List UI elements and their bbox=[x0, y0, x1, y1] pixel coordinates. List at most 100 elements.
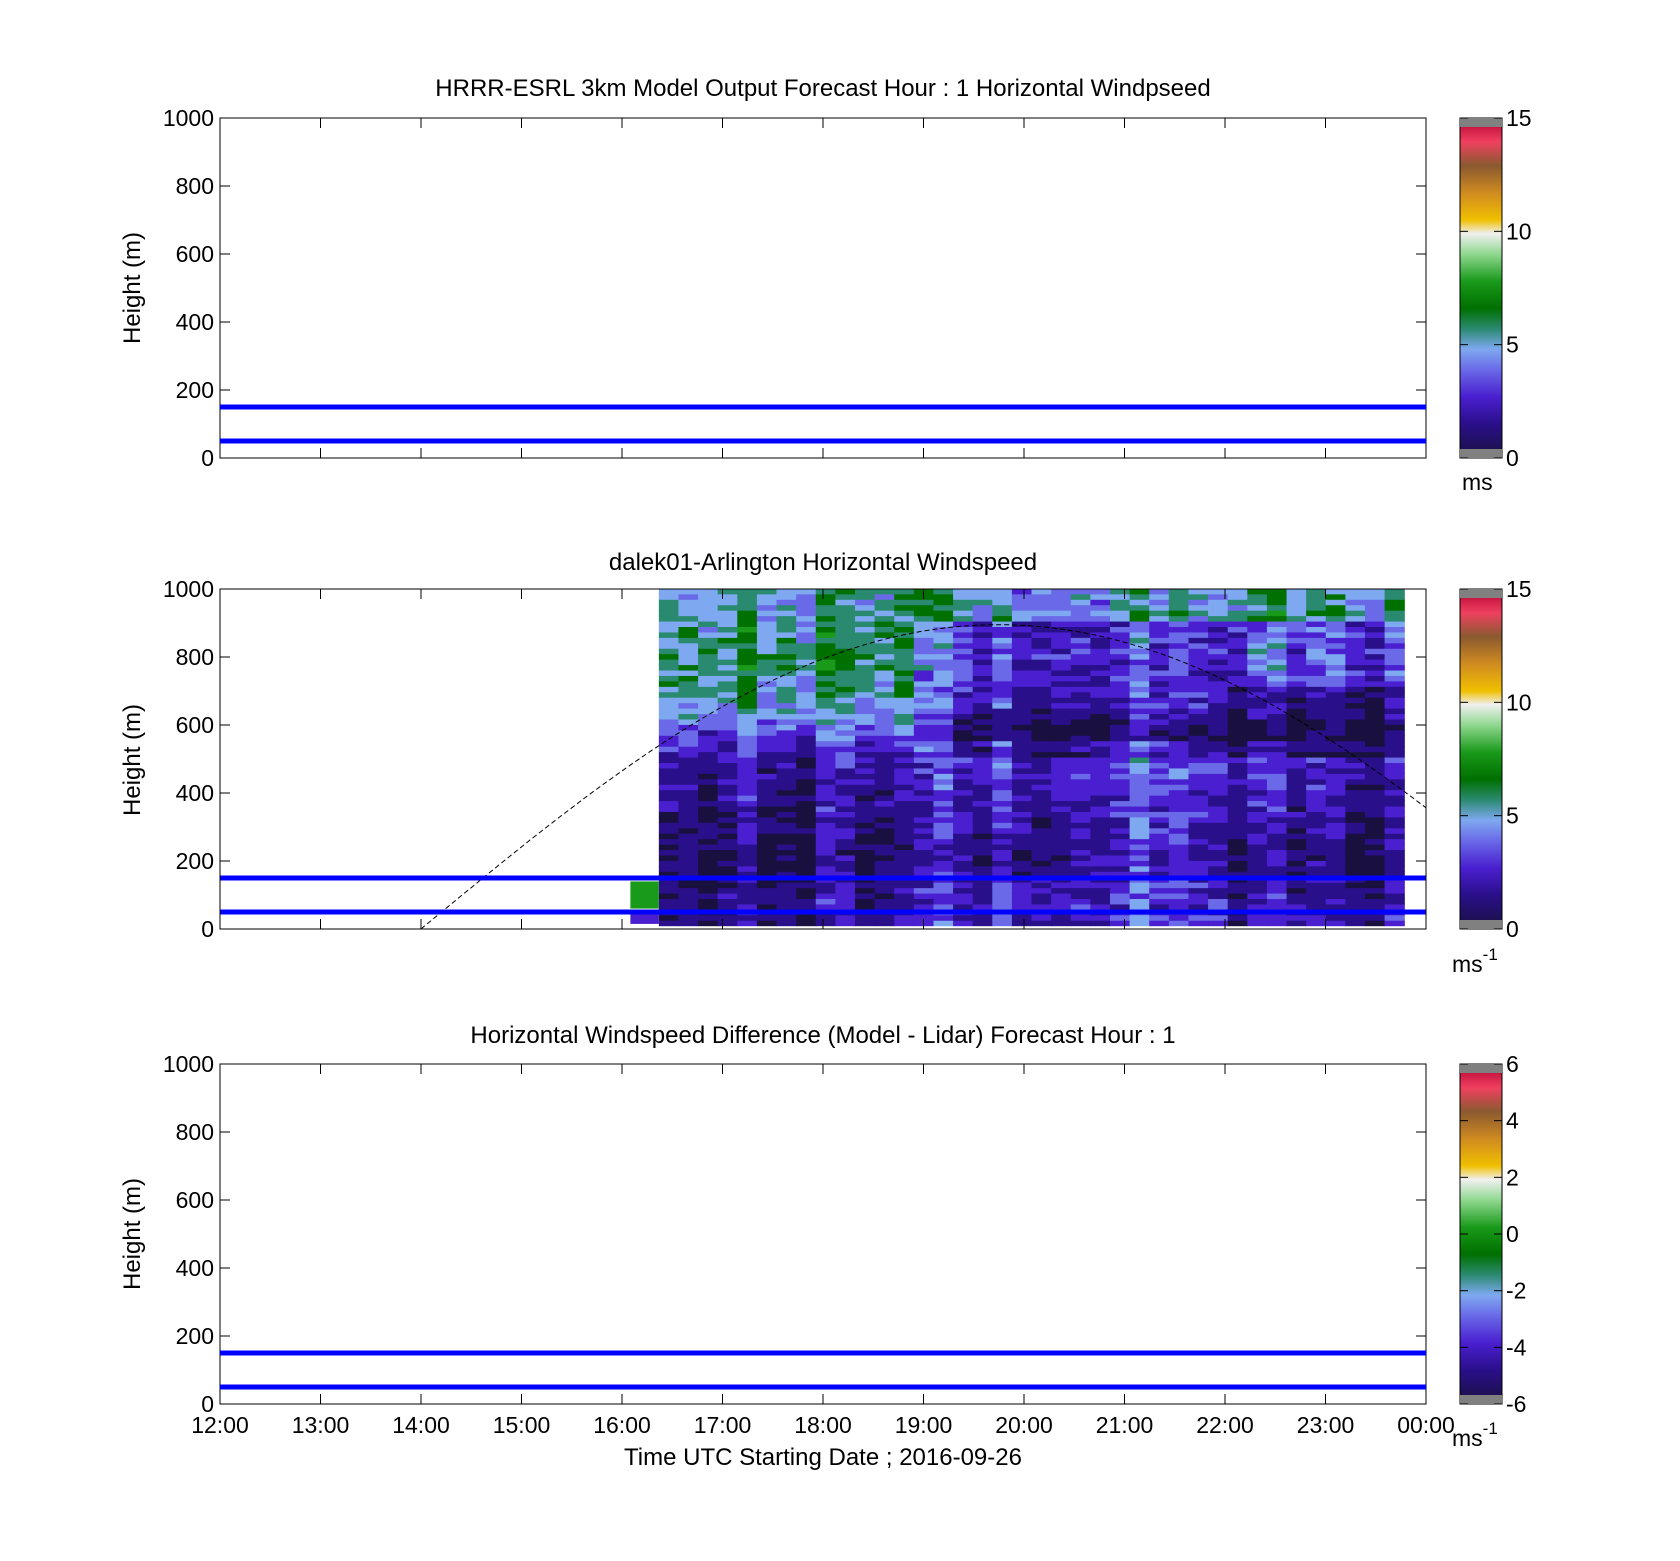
heatmap-cell bbox=[776, 751, 797, 758]
heatmap-cell bbox=[1364, 740, 1386, 747]
heatmap-cell bbox=[1208, 653, 1229, 660]
heatmap-cell bbox=[1364, 784, 1386, 791]
heatmap-cell bbox=[1208, 724, 1229, 731]
heatmap-cell bbox=[1364, 708, 1386, 715]
heatmap-cell bbox=[698, 708, 719, 715]
heatmap-cell bbox=[992, 637, 1013, 644]
heatmap-cell bbox=[756, 708, 778, 715]
heatmap-cell bbox=[1266, 773, 1288, 780]
heatmap-cell bbox=[1090, 702, 1111, 709]
heatmap-cell bbox=[953, 637, 974, 644]
heatmap-cell bbox=[1149, 593, 1170, 600]
heatmap-cell bbox=[678, 822, 699, 829]
heatmap-cell bbox=[874, 914, 895, 921]
heatmap-cell bbox=[1227, 708, 1248, 715]
heatmap-cell bbox=[913, 849, 935, 856]
heatmap-cell bbox=[1090, 914, 1111, 921]
heatmap-cell bbox=[717, 740, 738, 747]
heatmap-cell bbox=[1188, 746, 1209, 753]
heatmap-cell bbox=[1345, 659, 1366, 666]
heatmap-cell bbox=[1031, 697, 1052, 704]
heatmap-cell bbox=[678, 637, 699, 644]
heatmap-cell bbox=[835, 892, 856, 899]
heatmap-cell bbox=[1208, 838, 1229, 845]
heatmap-cell bbox=[717, 795, 738, 802]
heatmap-cell bbox=[855, 631, 876, 638]
heatmap-cell bbox=[1051, 756, 1072, 763]
heatmap-cell bbox=[737, 914, 758, 921]
heatmap-cell bbox=[1051, 914, 1072, 921]
heatmap-cell bbox=[933, 620, 954, 627]
heatmap-cell bbox=[1208, 778, 1229, 785]
heatmap-cell bbox=[776, 822, 797, 829]
heatmap-cell bbox=[1345, 789, 1366, 796]
x-tick-label: 16:00 bbox=[593, 1412, 651, 1438]
x-tick-label: 19:00 bbox=[895, 1412, 953, 1438]
heatmap-cell bbox=[835, 789, 856, 796]
heatmap-cell bbox=[1090, 680, 1111, 687]
heatmap-cell bbox=[815, 664, 836, 671]
heatmap-cell bbox=[717, 669, 738, 676]
heatmap-cell bbox=[894, 784, 915, 791]
heatmap-cell bbox=[1129, 659, 1150, 666]
heatmap-cell bbox=[1227, 746, 1248, 753]
heatmap-cell bbox=[1208, 708, 1229, 715]
heatmap-cell bbox=[1227, 860, 1248, 867]
y-tick-label: 1000 bbox=[163, 105, 214, 131]
heatmap-cell bbox=[678, 713, 699, 720]
heatmap-cell bbox=[1325, 620, 1346, 627]
heatmap-cell bbox=[1149, 849, 1170, 856]
heatmap-cell bbox=[796, 610, 817, 617]
heatmap-cell bbox=[1247, 756, 1268, 763]
heatmap-cell bbox=[1168, 789, 1190, 796]
heatmap-cell bbox=[894, 800, 915, 807]
heatmap-cell bbox=[1149, 789, 1170, 796]
heatmap-cell bbox=[1051, 860, 1072, 867]
heatmap-cell bbox=[815, 718, 836, 725]
heatmap-cell bbox=[1208, 735, 1229, 742]
heatmap-cell bbox=[737, 778, 758, 785]
heatmap-cell bbox=[776, 631, 797, 638]
heatmap-cell bbox=[1227, 697, 1248, 704]
heatmap-cell bbox=[972, 664, 993, 671]
heatmap-cell bbox=[678, 659, 699, 666]
heatmap-cell bbox=[1129, 620, 1150, 627]
heatmap-cell bbox=[1208, 686, 1229, 693]
heatmap-cell bbox=[972, 642, 993, 649]
heatmap-cell bbox=[1031, 800, 1052, 807]
heatmap-cell bbox=[855, 773, 876, 780]
heatmap-cell bbox=[756, 642, 778, 649]
heatmap-cell bbox=[1345, 822, 1366, 829]
heatmap-cell bbox=[992, 849, 1013, 856]
heatmap-cell bbox=[1031, 589, 1052, 595]
heatmap-cell bbox=[1149, 756, 1170, 763]
heatmap-cell bbox=[756, 805, 778, 812]
heatmap-cell bbox=[894, 713, 915, 720]
heatmap-cell bbox=[1266, 729, 1288, 736]
heatmap-cell bbox=[1325, 664, 1346, 671]
heatmap-cell bbox=[874, 626, 895, 633]
heatmap-cell bbox=[972, 800, 993, 807]
heatmap-cell bbox=[717, 664, 738, 671]
heatmap-cell bbox=[1325, 669, 1346, 676]
heatmap-cell bbox=[933, 729, 954, 736]
heatmap-cell bbox=[776, 691, 797, 698]
heatmap-cell bbox=[1227, 903, 1248, 910]
heatmap-cell bbox=[1247, 892, 1268, 899]
heatmap-cell bbox=[1149, 833, 1170, 840]
heatmap-cell bbox=[1364, 669, 1386, 676]
heatmap-cell bbox=[933, 887, 954, 894]
heatmap-cell bbox=[1011, 648, 1033, 655]
heatmap-cell bbox=[737, 599, 758, 606]
heatmap-cell bbox=[894, 653, 915, 660]
heatmap-cell bbox=[815, 871, 836, 878]
heatmap-cell bbox=[796, 740, 817, 747]
heatmap-cell bbox=[698, 599, 719, 606]
heatmap-cell bbox=[1325, 589, 1346, 595]
heatmap-cell bbox=[874, 740, 895, 747]
heatmap-cell bbox=[1266, 756, 1288, 763]
heatmap-cell bbox=[1070, 697, 1091, 704]
heatmap-cell bbox=[756, 854, 778, 861]
heatmap-cell bbox=[1364, 604, 1386, 611]
heatmap-cell bbox=[1168, 589, 1190, 595]
